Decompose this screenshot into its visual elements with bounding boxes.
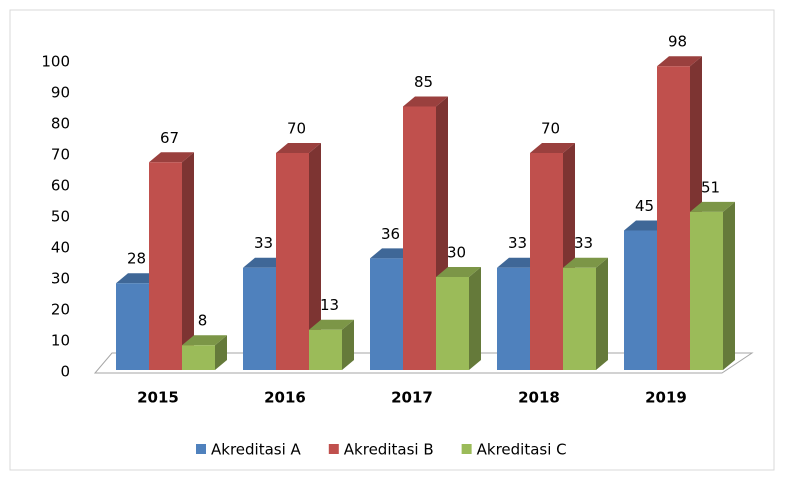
bar-face xyxy=(624,230,657,370)
bar xyxy=(182,335,227,370)
data-label: 28 xyxy=(127,250,146,268)
bar xyxy=(149,152,194,370)
data-label: 33 xyxy=(574,234,593,252)
bar-face xyxy=(309,143,321,370)
y-tick-label: 10 xyxy=(51,332,70,350)
bar-face xyxy=(690,211,723,370)
y-tick-label: 20 xyxy=(51,301,70,319)
chart-frame xyxy=(9,9,775,471)
bar-face xyxy=(596,257,608,370)
bar-face xyxy=(436,267,481,277)
x-tick-label: 2015 xyxy=(137,389,179,407)
legend-swatch xyxy=(196,444,206,454)
bar-face xyxy=(116,283,149,370)
bar-face xyxy=(469,267,481,370)
bar xyxy=(563,257,608,370)
bar-face xyxy=(149,162,182,370)
data-label: 45 xyxy=(635,197,654,215)
data-label: 13 xyxy=(320,296,339,314)
y-tick-label: 60 xyxy=(51,177,70,195)
data-label: 98 xyxy=(668,33,687,51)
data-label: 8 xyxy=(198,312,208,330)
bar-face xyxy=(563,257,608,268)
bar-face xyxy=(276,143,321,153)
data-label: 33 xyxy=(508,234,527,252)
bar xyxy=(690,201,735,370)
bar-face xyxy=(342,319,354,370)
bar-face xyxy=(243,267,276,370)
bar-face xyxy=(530,143,575,153)
bar-face xyxy=(563,267,596,370)
data-label: 85 xyxy=(414,73,433,91)
data-label: 36 xyxy=(381,225,400,243)
data-label: 70 xyxy=(287,120,306,138)
x-tick-label: 2017 xyxy=(391,389,433,407)
y-tick-label: 50 xyxy=(51,208,70,226)
bar-face xyxy=(497,267,530,370)
bar-face xyxy=(309,329,342,370)
data-label: 67 xyxy=(160,129,179,147)
x-tick-label: 2018 xyxy=(518,389,560,407)
y-tick-label: 70 xyxy=(51,146,70,164)
data-label: 70 xyxy=(541,120,560,138)
x-tick-label: 2016 xyxy=(264,389,306,407)
bar xyxy=(436,267,481,370)
y-tick-label: 30 xyxy=(51,270,70,288)
legend-swatch xyxy=(328,444,339,454)
y-tick-label: 0 xyxy=(60,363,70,381)
y-tick-label: 80 xyxy=(51,115,70,133)
y-tick-label: 100 xyxy=(41,53,70,71)
bar-face xyxy=(309,319,354,330)
bar-face xyxy=(182,335,227,346)
y-tick-label: 90 xyxy=(51,84,70,102)
data-label: 30 xyxy=(447,244,466,262)
bar-face xyxy=(276,153,309,370)
bar-face xyxy=(215,335,227,370)
data-label: 33 xyxy=(254,234,273,252)
x-tick-label: 2019 xyxy=(645,389,687,407)
bar-face xyxy=(182,345,215,370)
legend-label: Akreditasi B xyxy=(344,441,434,459)
legend-swatch xyxy=(461,444,472,454)
bar-face xyxy=(149,152,194,163)
bar-face xyxy=(436,277,469,370)
legend-label: Akreditasi C xyxy=(477,441,567,459)
legend-label: Akreditasi A xyxy=(211,441,302,459)
y-tick-label: 40 xyxy=(51,239,70,257)
bar-face xyxy=(657,66,690,370)
bar xyxy=(309,319,354,370)
bar-face xyxy=(690,201,735,212)
bar-face xyxy=(403,106,436,370)
data-label: 51 xyxy=(701,178,720,196)
bar-face xyxy=(403,96,448,107)
bar-face xyxy=(182,152,194,370)
bar-face xyxy=(530,153,563,370)
bar-face xyxy=(370,258,403,370)
bar-face xyxy=(657,56,702,67)
bar xyxy=(276,143,321,370)
bar-face xyxy=(723,201,735,370)
